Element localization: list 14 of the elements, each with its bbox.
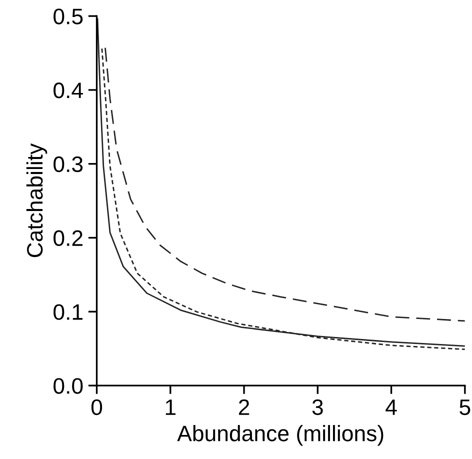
x-tick-label: 3 <box>312 399 323 416</box>
x-axis-title: Abundance (millions) <box>177 425 384 446</box>
x-tick-label: 0 <box>91 399 102 416</box>
y-tick-label: 0.0 <box>54 378 83 394</box>
y-tick-label: 0.2 <box>54 230 82 246</box>
x-tick-label: 1 <box>166 400 176 415</box>
y-tick-label: 0.1 <box>54 304 82 320</box>
y-tick-label: 0.4 <box>54 82 83 98</box>
x-tick-label: 5 <box>460 400 470 416</box>
y-tick-label: 0.3 <box>54 156 83 172</box>
x-tick-label: 2 <box>238 399 250 415</box>
x-tick-label: 4 <box>386 400 397 415</box>
y-tick-label: 0.5 <box>54 8 83 24</box>
y-axis-title: Catchability <box>26 143 48 258</box>
